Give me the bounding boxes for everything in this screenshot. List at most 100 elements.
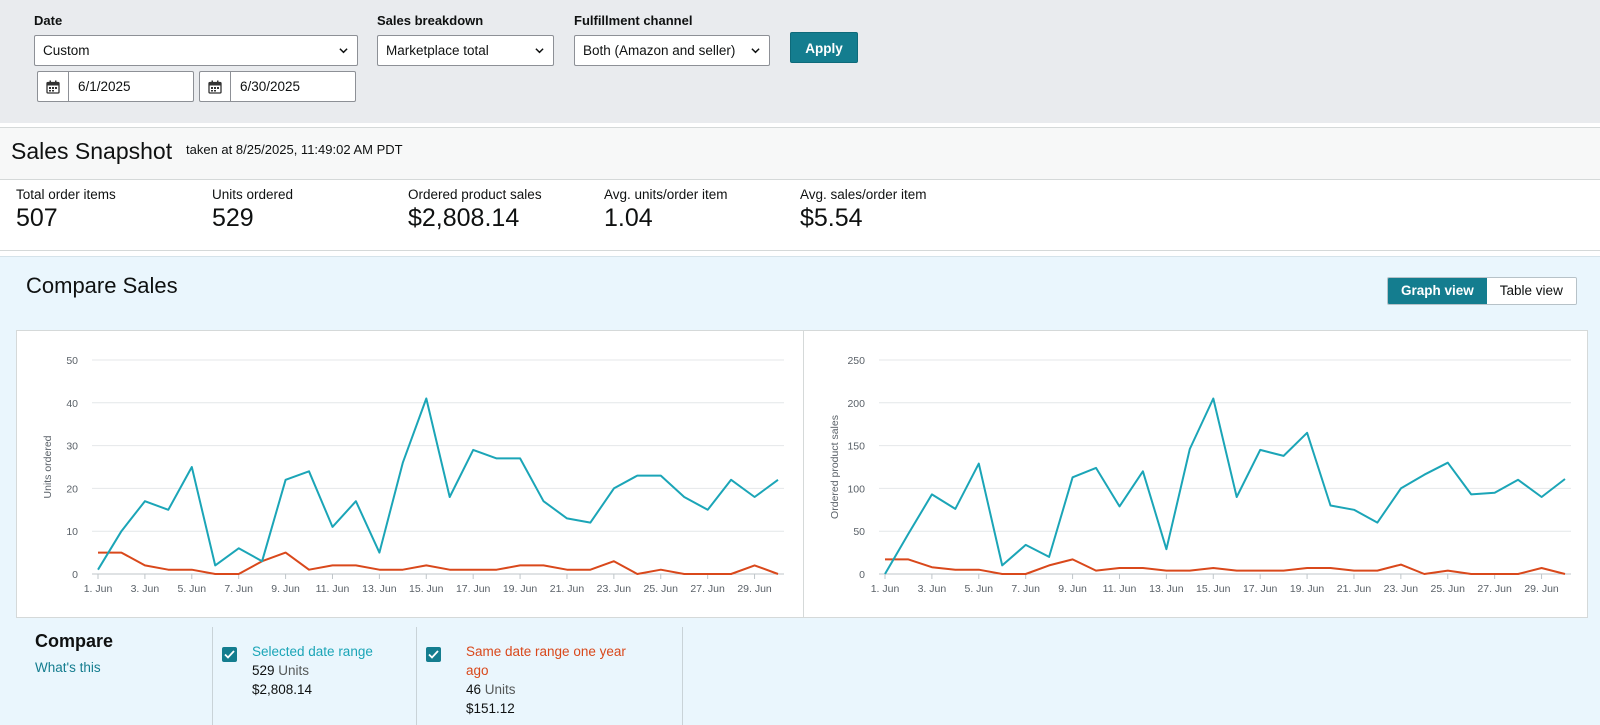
x-tick-label: 23. Jun (1384, 583, 1419, 595)
legend-divider (212, 627, 213, 725)
y-tick-label: 150 (847, 441, 865, 453)
y-tick-label: 250 (847, 355, 865, 367)
sales-breakdown-label: Sales breakdown (377, 13, 484, 28)
x-tick-label: 27. Jun (690, 583, 725, 595)
end-date-field[interactable]: 6/30/2025 (199, 71, 356, 102)
x-tick-label: 7. Jun (224, 583, 253, 595)
x-tick-label: 21. Jun (1337, 583, 1372, 595)
chevron-down-icon (751, 48, 760, 54)
x-tick-label: 13. Jun (362, 583, 397, 595)
metric-value: 507 (16, 204, 58, 232)
metric-label: Avg. sales/order item (800, 187, 927, 202)
ordered-product-sales-chart: 0 50 100 150 200 250 1. Jun 3. Jun 5. Jun 7. Jun 9… (829, 355, 1571, 595)
x-tick-label: 11. Jun (1103, 583, 1137, 595)
y-tick-label: 20 (66, 483, 78, 495)
date-range-value: Custom (43, 43, 90, 58)
selected-range-units: 529 Units (252, 661, 309, 680)
x-tick-label: 13. Jun (1149, 583, 1184, 595)
chevron-down-icon (535, 48, 544, 54)
previous-range-checkbox[interactable] (426, 647, 441, 662)
view-toggle: Graph view Table view (1387, 277, 1577, 305)
metric-label: Units ordered (212, 187, 294, 202)
x-tick-label: 1. Jun (84, 583, 113, 595)
fulfillment-channel-label: Fulfillment channel (574, 13, 693, 28)
x-tick-label: 11. Jun (316, 583, 350, 595)
calendar-icon[interactable] (200, 72, 231, 101)
compare-sales-title: Compare Sales (26, 273, 178, 298)
date-range-select[interactable]: Custom (34, 35, 358, 66)
metric-value: $2,808.14 (408, 204, 520, 232)
x-tick-label: 25. Jun (1431, 583, 1466, 595)
x-tick-label: 17. Jun (1243, 583, 1278, 595)
previous-range-label: Same date range one year ago (466, 642, 626, 680)
previous-range-units: 46 Units (466, 680, 516, 699)
snapshot-timestamp: taken at 8/25/2025, 11:49:02 AM PDT (186, 142, 403, 157)
legend-divider (682, 627, 683, 725)
page-title: Sales Snapshot (11, 138, 173, 164)
metric-label: Total order items (16, 187, 116, 202)
x-tick-label: 19. Jun (1290, 583, 1325, 595)
x-tick-label: 7. Jun (1011, 583, 1040, 595)
metric-avg-units-per-order-item: Avg. units/order item 1.04 (604, 187, 728, 233)
y-axis-label: Ordered product sales (829, 415, 841, 519)
start-date-field[interactable]: 6/1/2025 (37, 71, 194, 102)
legend-divider (416, 627, 417, 725)
x-tick-label: 29. Jun (737, 583, 772, 595)
y-tick-label: 30 (66, 441, 78, 453)
selected-range-label: Selected date range (252, 644, 373, 659)
units-ordered-chart: 0 10 20 30 40 50 1. Jun 3. Jun 5. Jun 7. Jun 9. Ju… (42, 355, 784, 595)
x-tick-label: 25. Jun (644, 583, 679, 595)
whats-this-link[interactable]: What's this (35, 660, 101, 675)
y-tick-label: 100 (847, 483, 865, 495)
fulfillment-channel-select[interactable]: Both (Amazon and seller) (574, 35, 770, 66)
y-tick-label: 200 (847, 398, 865, 410)
x-tick-label: 5. Jun (964, 583, 993, 595)
calendar-icon[interactable] (38, 72, 69, 101)
date-filter-label: Date (34, 13, 63, 28)
compare-heading: Compare (35, 631, 114, 651)
units-word: Units (484, 682, 516, 697)
y-tick-label: 0 (72, 569, 78, 581)
metric-value: 529 (212, 204, 254, 232)
filter-bar: Date Custom 6/1/2025 6/30/2025 Sales bre… (0, 0, 1600, 123)
metric-total-order-items: Total order items 507 (16, 187, 116, 233)
series-line (98, 551, 779, 575)
sales-snapshot-header: Sales Snapshot taken at 8/25/2025, 11:49… (0, 127, 1600, 180)
previous-units-value: 46 (466, 682, 482, 697)
x-tick-label: 23. Jun (597, 583, 632, 595)
checkmark-icon (224, 650, 235, 659)
y-tick-label: 50 (66, 355, 78, 367)
metric-value: $5.54 (800, 204, 863, 232)
x-tick-label: 9. Jun (271, 583, 300, 595)
apply-button[interactable]: Apply (790, 32, 858, 63)
previous-range-label-line2: ago (466, 663, 489, 678)
metric-value: 1.04 (604, 204, 653, 232)
snapshot-metrics: Total order items 507 Units ordered 529 … (0, 181, 1600, 251)
y-tick-label: 50 (853, 526, 865, 538)
y-tick-label: 10 (66, 526, 78, 538)
x-tick-label: 27. Jun (1477, 583, 1512, 595)
graph-view-button[interactable]: Graph view (1388, 278, 1487, 304)
selected-range-checkbox[interactable] (222, 647, 237, 662)
x-tick-label: 3. Jun (131, 583, 160, 595)
previous-range-sales: $151.12 (466, 701, 515, 716)
x-tick-label: 9. Jun (1058, 583, 1087, 595)
x-tick-label: 15. Jun (1196, 583, 1231, 595)
y-axis-label: Units ordered (42, 435, 54, 498)
table-view-button[interactable]: Table view (1486, 278, 1576, 304)
x-tick-label: 17. Jun (456, 583, 491, 595)
units-word: Units (278, 663, 310, 678)
checkmark-icon (428, 650, 439, 659)
x-tick-label: 1. Jun (871, 583, 900, 595)
chart-divider (803, 331, 804, 617)
series-line (885, 558, 1566, 575)
sales-breakdown-select[interactable]: Marketplace total (377, 35, 554, 66)
x-tick-label: 29. Jun (1524, 583, 1559, 595)
x-tick-label: 19. Jun (503, 583, 538, 595)
start-date-value: 6/1/2025 (78, 79, 131, 94)
x-tick-label: 21. Jun (550, 583, 585, 595)
compare-sales-section: Compare Sales Graph view Table view 0 10 2… (0, 256, 1600, 725)
y-tick-label: 40 (66, 398, 78, 410)
metric-label: Ordered product sales (408, 187, 542, 202)
metric-label: Avg. units/order item (604, 187, 728, 202)
